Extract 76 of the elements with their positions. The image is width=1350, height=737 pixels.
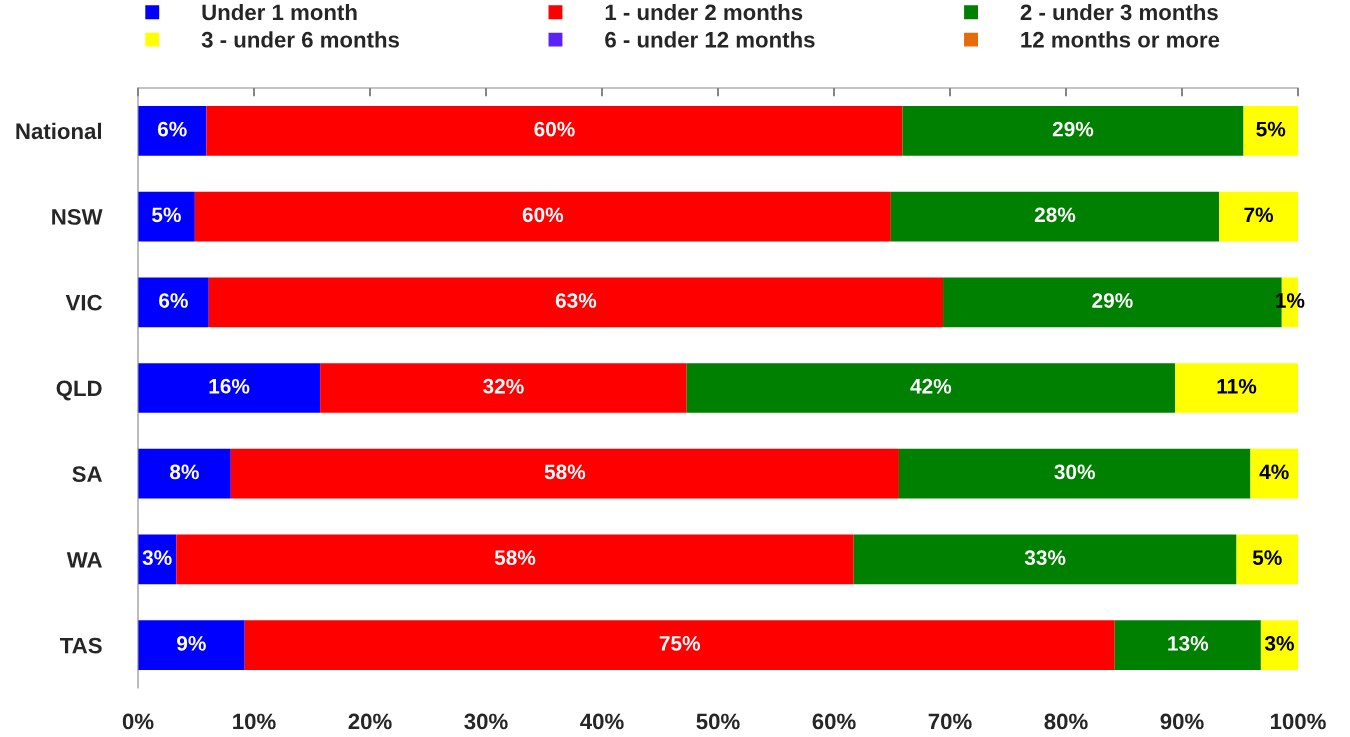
data-label: 33%	[1024, 550, 1066, 566]
x-tick-label: 10%	[233, 713, 276, 730]
data-label: 3%	[142, 550, 172, 566]
data-label: 28%	[1034, 207, 1076, 223]
bar	[206, 106, 903, 156]
y-tick-label: NSW	[52, 209, 103, 225]
data-label: 9%	[177, 635, 206, 651]
bar	[138, 191, 195, 242]
data-label: 29%	[1052, 121, 1094, 137]
data-label: 5%	[1256, 121, 1286, 137]
data-label: 63%	[555, 293, 597, 308]
bar	[230, 448, 899, 499]
data-label: 42%	[910, 378, 952, 394]
x-tick-label: 100%	[1270, 713, 1326, 730]
data-label: 58%	[544, 464, 586, 480]
bar	[244, 620, 1115, 670]
legend-label: 1 - under 2 months	[605, 3, 803, 21]
data-label: 6%	[157, 121, 187, 137]
data-label: 30%	[1054, 464, 1095, 480]
bar	[902, 106, 1244, 156]
bar	[1114, 620, 1261, 670]
bar	[1175, 363, 1298, 413]
data-label: 4%	[1259, 464, 1289, 480]
x-tick-label: 50%	[696, 713, 740, 730]
bar	[138, 277, 209, 328]
bar	[1219, 191, 1298, 242]
data-label: 29%	[1092, 293, 1133, 308]
bar	[1236, 534, 1298, 585]
data-label: 60%	[534, 121, 575, 137]
x-tick-label: 40%	[580, 713, 624, 730]
y-tick-label: TAS	[60, 637, 102, 654]
legend-label: 12 months or more	[1021, 31, 1220, 48]
bar	[194, 191, 891, 242]
data-label: 13%	[1168, 635, 1209, 651]
x-tick-label: 30%	[464, 713, 508, 730]
bar	[320, 363, 687, 413]
data-label: 16%	[209, 378, 250, 394]
bar	[1260, 620, 1298, 670]
data-label: 5%	[1252, 550, 1282, 566]
bar	[1243, 106, 1298, 156]
bar	[1250, 448, 1298, 499]
data-label: 8%	[170, 464, 199, 480]
x-tick-label: 70%	[928, 713, 972, 730]
bar	[138, 448, 231, 499]
data-label: 60%	[522, 207, 564, 223]
bar	[138, 363, 321, 413]
y-tick-label: SA	[72, 466, 102, 482]
data-label: 11%	[1217, 378, 1257, 394]
data-label: 58%	[494, 550, 536, 566]
data-label: 5%	[152, 207, 181, 223]
data-label: 75%	[659, 636, 701, 651]
x-tick-label: 90%	[1160, 713, 1204, 730]
y-tick-label: National	[16, 122, 102, 140]
data-label: 32%	[483, 378, 524, 394]
bar	[176, 534, 854, 585]
data-label: 3%	[1264, 635, 1294, 651]
bar	[898, 448, 1251, 499]
x-tick-label: 20%	[348, 713, 392, 730]
legend-label: 6 - under 12 months	[605, 31, 815, 48]
bar	[890, 191, 1220, 242]
y-tick-label: QLD	[56, 380, 102, 401]
bar	[853, 534, 1237, 585]
legend-label: Under 1 month	[202, 3, 357, 21]
bar	[138, 106, 207, 156]
data-label: 6%	[159, 293, 188, 308]
legend-label: 3 - under 6 months	[201, 31, 400, 48]
x-tick-label: 60%	[812, 713, 856, 730]
bar	[208, 277, 944, 328]
bar	[686, 363, 1176, 413]
legend-label: 2 - under 3 months	[1020, 3, 1218, 21]
bar	[138, 620, 245, 670]
x-tick-label: 0%	[122, 713, 154, 730]
data-label: 7%	[1244, 207, 1274, 223]
y-tick-label: VIC	[65, 294, 102, 311]
x-tick-label: 80%	[1044, 713, 1088, 730]
y-tick-label: WA	[66, 552, 102, 568]
